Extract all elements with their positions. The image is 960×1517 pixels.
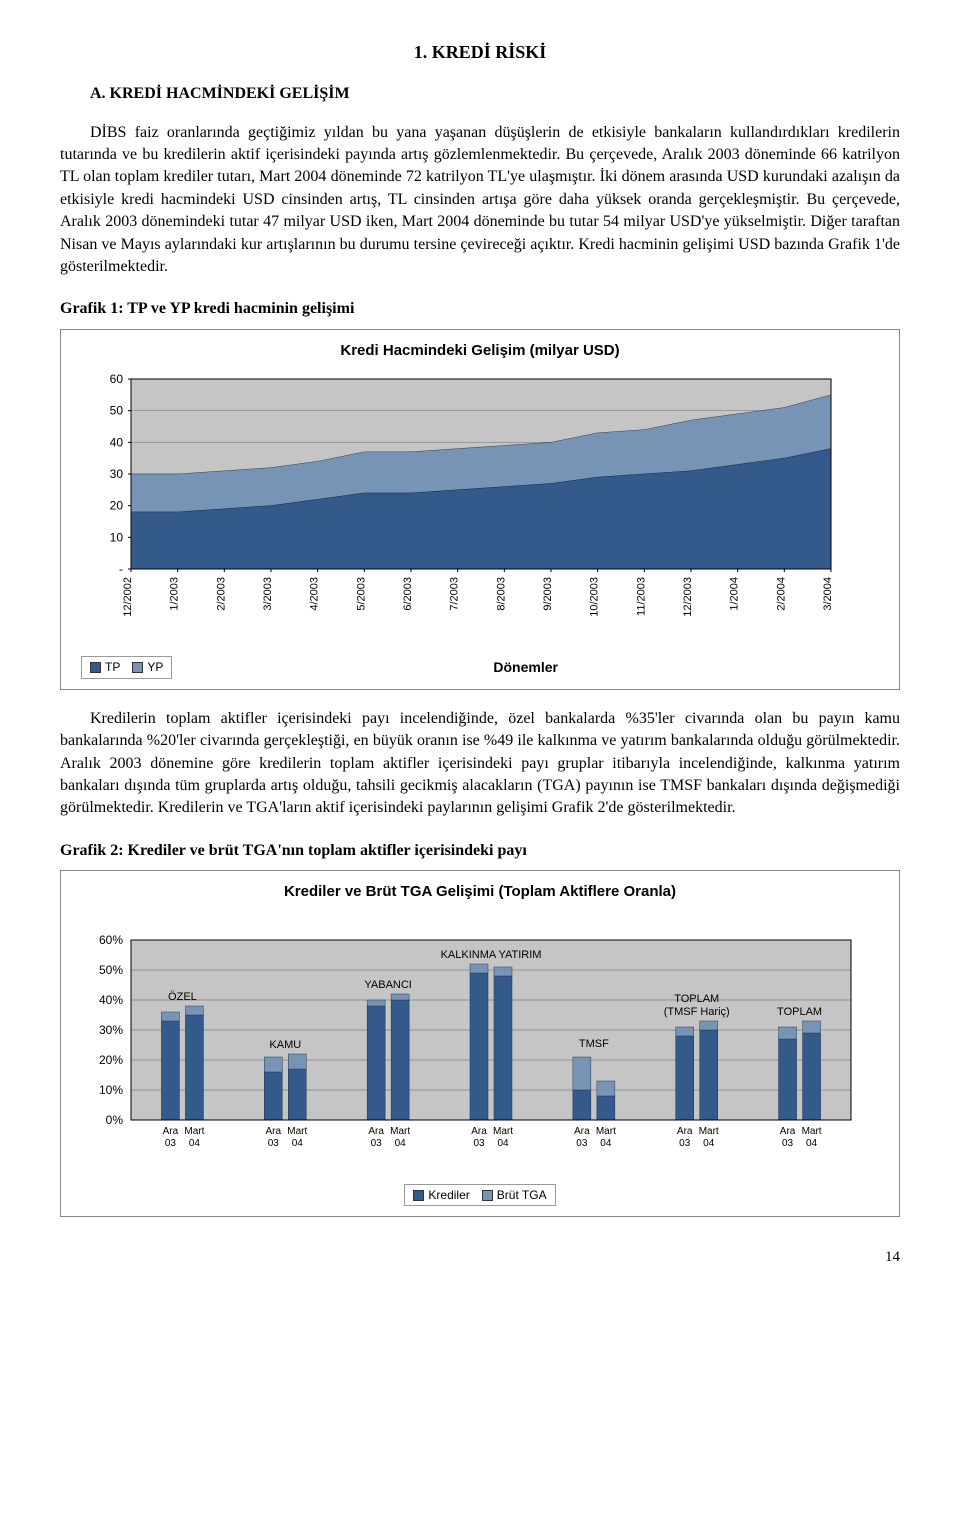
svg-text:60: 60: [110, 372, 124, 386]
svg-text:50%: 50%: [99, 963, 123, 977]
svg-text:04: 04: [497, 1138, 509, 1149]
paragraph-intro: DİBS faiz oranlarında geçtiğimiz yıldan …: [60, 122, 900, 279]
svg-text:6/2003: 6/2003: [402, 577, 414, 611]
svg-text:Mart: Mart: [699, 1126, 719, 1137]
chart2-frame: Krediler ve Brüt TGA Gelişimi (Toplam Ak…: [60, 870, 900, 1217]
svg-text:1/2003: 1/2003: [169, 577, 181, 611]
svg-text:4/2003: 4/2003: [309, 577, 321, 611]
svg-text:2/2003: 2/2003: [215, 577, 227, 611]
svg-text:11/2003: 11/2003: [635, 577, 647, 616]
legend-item: Krediler: [413, 1187, 469, 1204]
svg-text:Ara: Ara: [368, 1126, 384, 1137]
svg-text:04: 04: [600, 1138, 612, 1149]
svg-text:-: -: [119, 562, 123, 576]
svg-text:8/2003: 8/2003: [495, 577, 507, 611]
svg-text:Mart: Mart: [287, 1126, 307, 1137]
svg-text:ÖZEL: ÖZEL: [168, 991, 197, 1003]
svg-text:40: 40: [110, 435, 124, 449]
svg-text:10%: 10%: [99, 1083, 123, 1097]
svg-text:YABANCI: YABANCI: [364, 979, 411, 991]
svg-text:40%: 40%: [99, 993, 123, 1007]
svg-text:Mart: Mart: [802, 1126, 822, 1137]
svg-text:TMSF: TMSF: [579, 1038, 609, 1050]
svg-text:10: 10: [110, 530, 124, 544]
svg-text:Mart: Mart: [493, 1126, 513, 1137]
svg-text:3/2004: 3/2004: [822, 577, 834, 611]
svg-text:TOPLAM: TOPLAM: [777, 1006, 822, 1018]
svg-text:Ara: Ara: [471, 1126, 487, 1137]
legend-item: YP: [132, 659, 163, 676]
svg-text:03: 03: [268, 1138, 280, 1149]
svg-text:10/2003: 10/2003: [589, 577, 601, 617]
main-title: 1. KREDİ RİSKİ: [60, 40, 900, 65]
page-number: 14: [60, 1247, 900, 1268]
section-title: A. KREDİ HACMİNDEKİ GELİŞİM: [60, 83, 900, 105]
svg-text:2/2004: 2/2004: [775, 577, 787, 611]
svg-text:30: 30: [110, 467, 124, 481]
chart1-title: Kredi Hacmindeki Gelişim (milyar USD): [81, 340, 879, 361]
chart1-legend: TP YP: [81, 656, 172, 679]
svg-text:Ara: Ara: [780, 1126, 796, 1137]
svg-text:03: 03: [782, 1138, 794, 1149]
svg-text:1/2004: 1/2004: [729, 577, 741, 611]
svg-text:Ara: Ara: [574, 1126, 590, 1137]
svg-text:Mart: Mart: [184, 1126, 204, 1137]
svg-text:5/2003: 5/2003: [355, 577, 367, 611]
chart1-frame: Kredi Hacmindeki Gelişim (milyar USD) -1…: [60, 329, 900, 690]
svg-text:0%: 0%: [106, 1113, 124, 1127]
svg-text:03: 03: [576, 1138, 588, 1149]
chart2-heading: Grafik 2: Krediler ve brüt TGA'nın topla…: [60, 840, 900, 862]
svg-text:TOPLAM: TOPLAM: [674, 993, 719, 1005]
svg-text:03: 03: [679, 1138, 691, 1149]
chart1-heading: Grafik 1: TP ve YP kredi hacminin gelişi…: [60, 298, 900, 320]
svg-text:9/2003: 9/2003: [542, 577, 554, 611]
svg-text:30%: 30%: [99, 1023, 123, 1037]
svg-text:3/2003: 3/2003: [262, 577, 274, 611]
chart1-xaxis-title: Dönemler: [172, 658, 879, 678]
svg-text:03: 03: [473, 1138, 485, 1149]
svg-text:Mart: Mart: [596, 1126, 616, 1137]
svg-text:Ara: Ara: [677, 1126, 693, 1137]
svg-text:03: 03: [371, 1138, 383, 1149]
svg-text:04: 04: [806, 1138, 818, 1149]
svg-text:Ara: Ara: [163, 1126, 179, 1137]
chart2-plot: 0%10%20%30%40%50%60%ÖZELAra03Mart04KAMUA…: [81, 910, 861, 1170]
legend-item: Brüt TGA: [482, 1187, 547, 1204]
svg-text:KALKINMA YATIRIM: KALKINMA YATIRIM: [441, 949, 542, 961]
paragraph-analysis: Kredilerin toplam aktifler içerisindeki …: [60, 708, 900, 820]
chart1-plot: - 10 20 30 40 50 60 12/2002 1/2003 2/2003 3/2003 4/…: [81, 369, 841, 649]
svg-text:KAMU: KAMU: [269, 1039, 301, 1051]
svg-text:04: 04: [703, 1138, 715, 1149]
svg-text:60%: 60%: [99, 933, 123, 947]
legend-item: TP: [90, 659, 120, 676]
svg-text:03: 03: [165, 1138, 177, 1149]
svg-text:12/2003: 12/2003: [682, 577, 694, 617]
svg-text:50: 50: [110, 403, 124, 417]
svg-text:20: 20: [110, 498, 124, 512]
svg-text:12/2002: 12/2002: [122, 577, 134, 617]
svg-text:20%: 20%: [99, 1053, 123, 1067]
svg-text:04: 04: [189, 1138, 201, 1149]
svg-text:Ara: Ara: [266, 1126, 282, 1137]
svg-text:04: 04: [292, 1138, 304, 1149]
svg-text:(TMSF Hariç): (TMSF Hariç): [664, 1006, 730, 1018]
svg-text:04: 04: [395, 1138, 407, 1149]
svg-text:Mart: Mart: [390, 1126, 410, 1137]
svg-text:7/2003: 7/2003: [449, 577, 461, 611]
chart2-title: Krediler ve Brüt TGA Gelişimi (Toplam Ak…: [81, 881, 879, 902]
chart2-legend: Krediler Brüt TGA: [404, 1184, 555, 1207]
